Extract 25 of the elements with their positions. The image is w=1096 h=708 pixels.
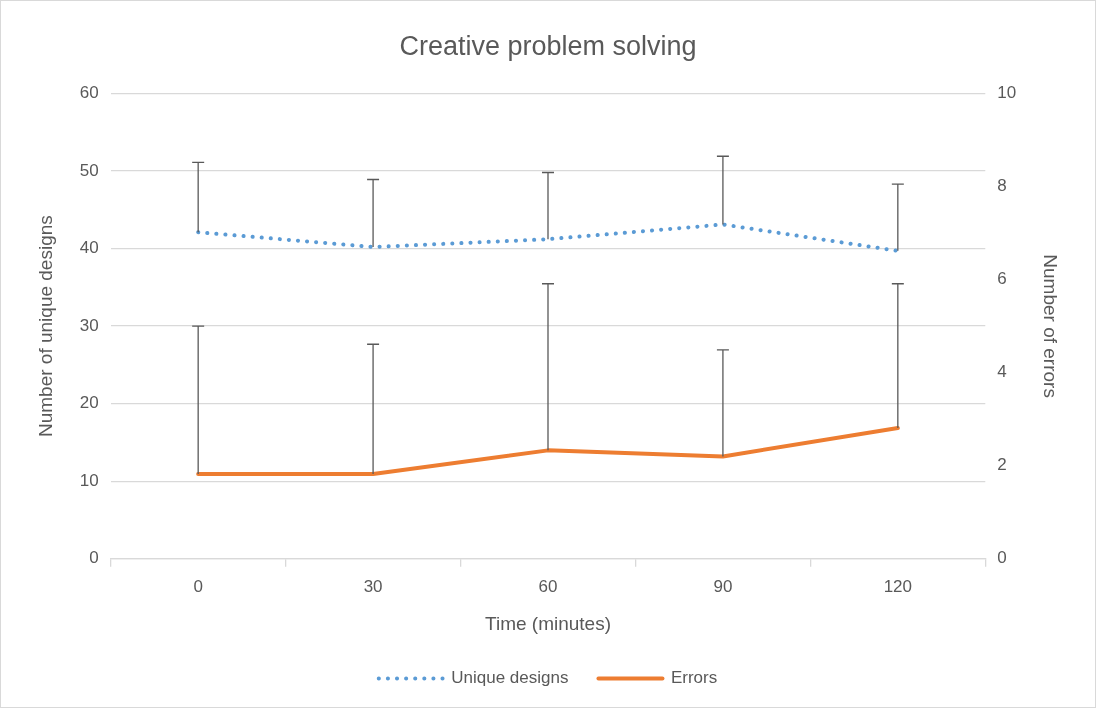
y-tick-label: 0 bbox=[89, 548, 99, 568]
y2-tick-label: 8 bbox=[997, 176, 1007, 196]
x-axis-title: Time (minutes) bbox=[485, 612, 611, 634]
y-tick-label: 60 bbox=[79, 83, 99, 103]
line-series bbox=[196, 222, 900, 253]
x-tick-label: 60 bbox=[538, 576, 558, 596]
x-tick-label: 0 bbox=[193, 576, 203, 596]
y2-axis-title: Number of errors bbox=[1040, 254, 1062, 398]
y-tick-label: 50 bbox=[79, 160, 99, 180]
legend-label: Unique designs bbox=[451, 668, 569, 688]
y-tick-label: 20 bbox=[79, 393, 99, 413]
y2-tick-label: 2 bbox=[997, 455, 1007, 475]
y-tick-label: 10 bbox=[79, 470, 99, 490]
y-axis-title: Number of unique designs bbox=[34, 215, 56, 438]
y-tick-label: 30 bbox=[79, 315, 99, 335]
y2-tick-label: 0 bbox=[997, 548, 1007, 568]
y2-tick-label: 4 bbox=[997, 362, 1007, 382]
x-tick-label: 120 bbox=[883, 576, 913, 596]
y2-tick-label: 6 bbox=[997, 269, 1007, 289]
y-tick-label: 40 bbox=[79, 238, 99, 258]
y2-tick-label: 10 bbox=[997, 83, 1017, 103]
legend-label: Errors bbox=[670, 668, 718, 688]
chart-title: Creative problem solving bbox=[399, 30, 697, 61]
x-tick-label: 90 bbox=[713, 576, 733, 596]
x-tick-label: 30 bbox=[363, 576, 383, 596]
